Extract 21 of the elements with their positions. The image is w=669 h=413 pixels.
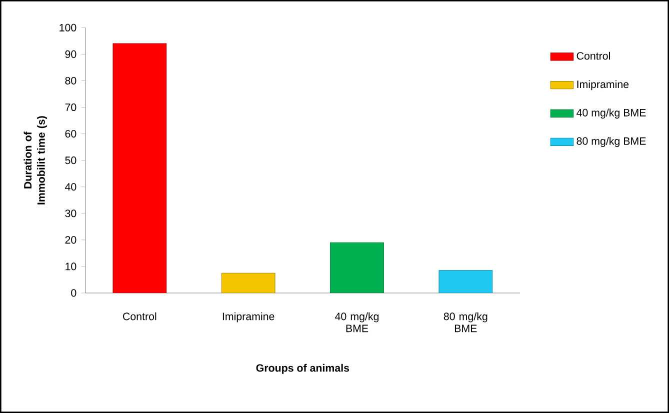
y-tick-label: 40	[65, 183, 76, 191]
y-tick-label: 50	[65, 156, 76, 164]
y-tick-label: 60	[65, 130, 76, 138]
y-axis-title: Duration of Immobilit time (s)	[24, 116, 48, 204]
legend-label: 40 mg/kg BME	[576, 108, 646, 119]
y-tick-label: 20	[65, 236, 76, 244]
legend-label: Imipramine	[577, 80, 629, 90]
x-axis-title: Groups of animals	[256, 364, 350, 374]
legend-label: Control	[576, 52, 610, 60]
x-tick-label: 40 mg/kg BME	[335, 312, 379, 332]
y-tick-label: 100	[60, 24, 76, 32]
y-tick-label: 0	[71, 289, 76, 297]
legend-label: 80 mg/kg BME	[576, 137, 646, 147]
x-tick-label: Imipramine	[222, 312, 274, 322]
y-tick-label: 90	[65, 50, 76, 58]
y-tick-label: 30	[65, 210, 76, 218]
x-tick-label: 80 mg/kg BME	[444, 312, 488, 332]
y-tick-label: 80	[65, 76, 76, 84]
y-tick-label: 10	[66, 262, 76, 270]
y-tick-label: 70	[65, 103, 76, 112]
x-tick-label: Control	[123, 312, 156, 320]
